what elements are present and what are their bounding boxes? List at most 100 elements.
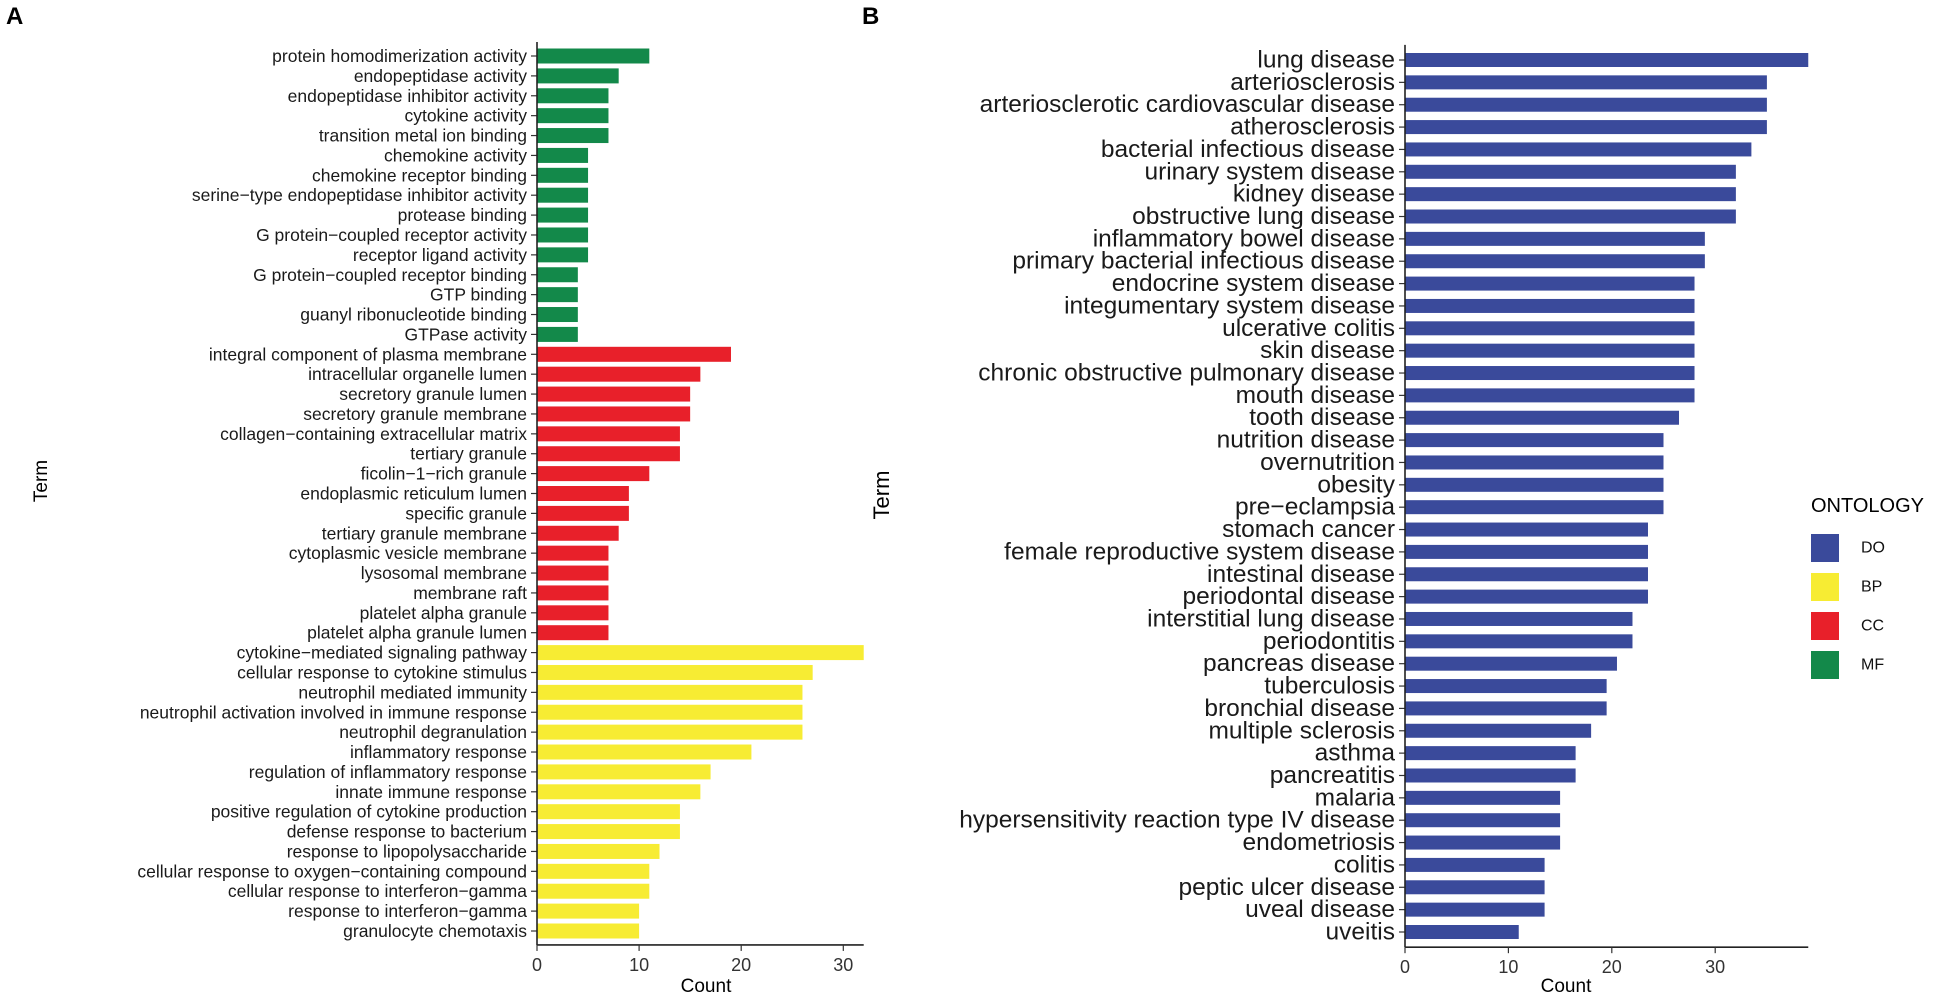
panel-a-bar [537, 883, 650, 899]
panel-a-term-label: transition metal ion binding [319, 126, 527, 146]
panel-b-term-label: interstitial lung disease [1147, 605, 1395, 632]
panel-b-term-label: overnutrition [1260, 449, 1395, 476]
panel-a-term-label: platelet alpha granule lumen [307, 623, 527, 643]
panel-b-bar [1405, 544, 1648, 559]
panel-b-term-label: pre−eclampsia [1235, 494, 1395, 521]
panel-a-bar [537, 863, 650, 879]
panel-b-x-axis-title: Count [1541, 976, 1592, 995]
panel-a-term-label: positive regulation of cytokine producti… [211, 802, 527, 822]
panel-b-bar [1405, 902, 1545, 917]
panel-b-bar [1405, 880, 1545, 895]
panel-a-term-label: tertiary granule [410, 444, 527, 464]
panel-a-bar [537, 784, 701, 800]
panel-a-bar [537, 843, 660, 859]
panel-a-bar [537, 804, 680, 820]
panel-a-term-label: endoplasmic reticulum lumen [300, 484, 527, 504]
panel-b-term-label: chronic obstructive pulmonary disease [978, 360, 1395, 387]
panel-b-term-label: uveal disease [1245, 896, 1395, 923]
panel-a-bar [537, 525, 619, 541]
panel-a-term-label: GTPase activity [404, 324, 527, 344]
panel-a-term-label: defense response to bacterium [287, 822, 527, 842]
panel-a-bar [537, 764, 711, 780]
panel-a-bar [537, 88, 609, 104]
panel-b-term-label: endometriosis [1242, 829, 1395, 856]
panel-b-letter: B [862, 3, 879, 30]
panel-a-term-label: integral component of plasma membrane [209, 344, 527, 364]
panel-a-bar [537, 247, 589, 263]
panel-a-x-tick-label: 10 [629, 955, 649, 975]
panel-a-x-tick-label: 0 [532, 955, 542, 975]
panel-a-term-label: serine−type endopeptidase inhibitor acti… [192, 185, 527, 205]
panel-a-bar [537, 287, 578, 303]
panel-a-term-label: neutrophil activation involved in immune… [140, 702, 527, 722]
panel-b-term-label: kidney disease [1233, 181, 1395, 208]
panel-a-bar [537, 565, 609, 581]
panel-b-bar [1405, 276, 1695, 291]
panel-a-bar [537, 744, 752, 760]
panel-a-term-label: chemokine receptor binding [312, 165, 527, 185]
panel-a-bar [537, 684, 803, 700]
panel-b-bar [1405, 522, 1648, 537]
panel-b-bar [1405, 298, 1695, 313]
panel-b-bar [1405, 477, 1664, 492]
panel-b-term-label: malaria [1315, 784, 1396, 811]
panel-a-bar [537, 386, 691, 402]
panel-b-term-label: stomach cancer [1222, 516, 1395, 543]
panel-a-bar [537, 426, 680, 442]
panel-a-bar [537, 48, 650, 64]
panel-b-bar [1405, 366, 1695, 381]
panel-a-bar [537, 406, 691, 422]
panel-b-bar [1405, 835, 1561, 850]
panel-b-bar [1405, 790, 1561, 805]
panel-a-term-label: specific granule [405, 503, 527, 523]
panel-b-term-label: female reproductive system disease [1004, 538, 1395, 565]
panel-b-term-label: periodontal disease [1183, 583, 1396, 610]
panel-a-term-label: response to lipopolysaccharide [287, 841, 527, 861]
legend-title: ONTOLOGY [1811, 495, 1924, 517]
panel-a-term-label: protein homodimerization activity [272, 46, 527, 66]
panel-b-bar [1405, 589, 1648, 604]
panel-a-term-label: cytokine−mediated signaling pathway [237, 643, 528, 663]
panel-b-y-axis-title: Term [869, 471, 894, 520]
panel-b-bar [1405, 723, 1592, 738]
panel-a-term-label: platelet alpha granule [360, 603, 527, 623]
legend-label-bp: BP [1861, 579, 1882, 596]
panel-b-bar [1405, 813, 1561, 828]
panel-b-term-label: inflammatory bowel disease [1093, 225, 1395, 252]
panel-b-term-label: skin disease [1260, 337, 1395, 364]
panel-a-term-label: innate immune response [335, 782, 527, 802]
panel-b-term-label: intestinal disease [1207, 561, 1395, 588]
panel-b-bar [1405, 500, 1664, 515]
panel-b-bar [1405, 634, 1633, 649]
panel-a-x-tick-label: 20 [731, 955, 751, 975]
panel-b-term-label: atherosclerosis [1230, 114, 1395, 141]
panel-a-term-label: guanyl ribonucleotide binding [300, 305, 527, 325]
panel-a-term-label: regulation of inflammatory response [249, 762, 527, 782]
panel-b-term-label: pancreas disease [1203, 650, 1395, 677]
panel-b-bar [1405, 611, 1633, 626]
panel-b-bar [1405, 254, 1705, 269]
panel-b-term-label: urinary system disease [1144, 158, 1395, 185]
panel-b-bar [1405, 75, 1767, 90]
panel-b-term-label: ulcerative colitis [1222, 315, 1395, 342]
panel-b-bar [1405, 746, 1576, 761]
panel-a-term-label: secretory granule lumen [339, 384, 527, 404]
panel-a-term-label: receptor ligand activity [353, 245, 527, 265]
panel-b-term-label: endocrine system disease [1112, 270, 1395, 297]
panel-a-bar [537, 704, 803, 720]
panel-a-term-label: granulocyte chemotaxis [343, 921, 527, 941]
panel-a-bar [537, 645, 864, 661]
panel-a-bar [537, 307, 578, 323]
panel-a-bar [537, 227, 589, 243]
panel-a-bar [537, 486, 629, 501]
panel-b-bar [1405, 164, 1736, 179]
panel-a-term-label: collagen−containing extracellular matrix [220, 424, 527, 444]
panel-a-bar [537, 625, 609, 641]
panel-a-term-label: secretory granule membrane [303, 404, 527, 424]
panel-b-term-label: arteriosclerotic cardiovascular disease [980, 91, 1395, 118]
panel-a-term-label: endopeptidase activity [354, 66, 527, 86]
panel-a-bar [537, 585, 609, 601]
panel-b-x-tick-label: 20 [1602, 957, 1622, 977]
panel-b-term-label: mouth disease [1236, 382, 1395, 409]
